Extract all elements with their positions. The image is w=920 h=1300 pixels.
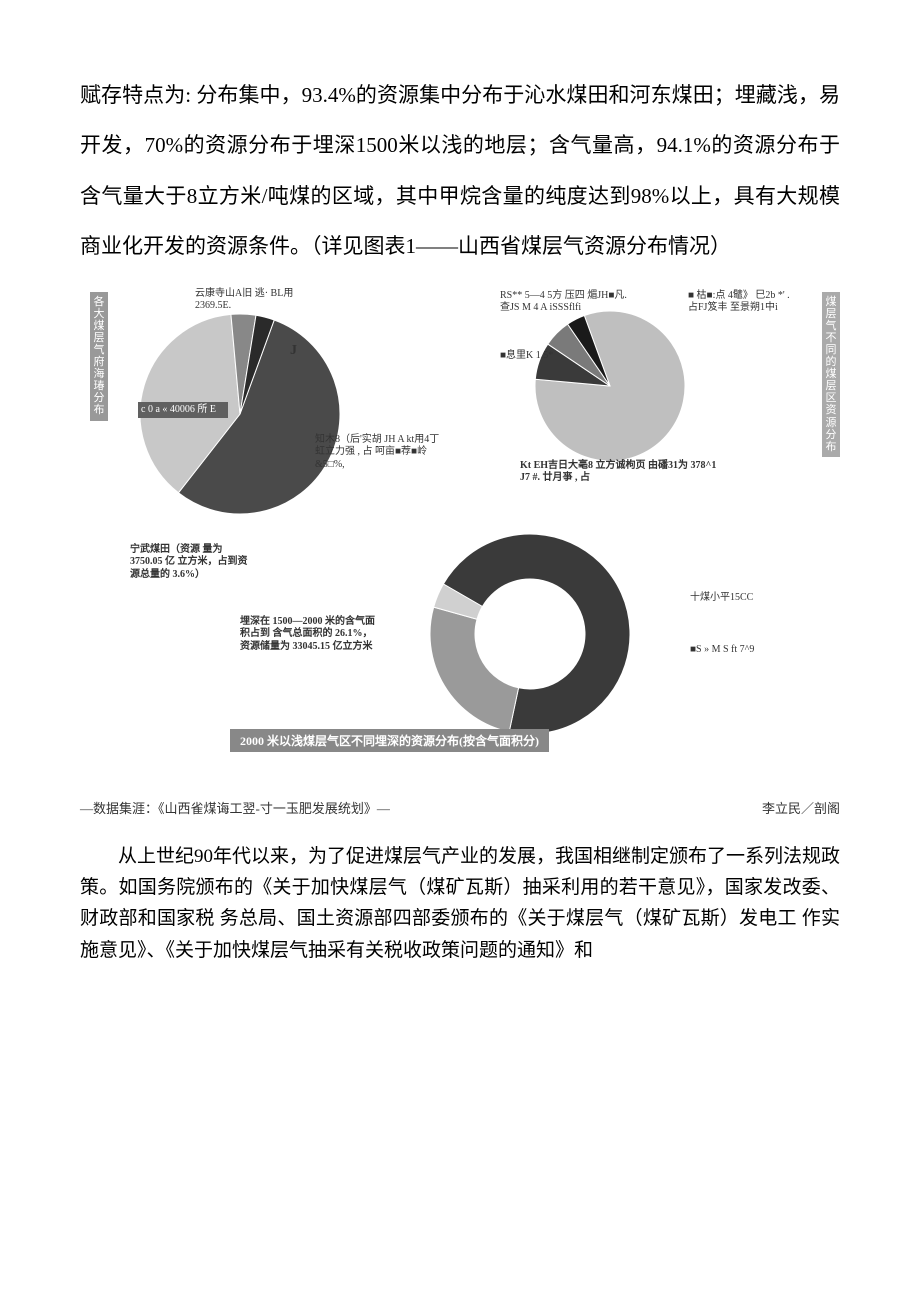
para2-text: 从上世纪90年代以来，为了促进煤层气产业的发展，我国相继制定颁布了一系列法规政策… xyxy=(80,846,840,961)
chart-caption-bar: 2000 米以浅煤层气区不同埋深的资源分布(按含气面积分) xyxy=(230,729,549,752)
pie2-label-bottom: Kt EH吉日大亳8 立方诚枸页 由磻31为 378^1 J7 #. 廿月亊 ,… xyxy=(520,460,720,485)
chart-right-vertical-label: 煤层气不同的煤层区资源分布 xyxy=(822,292,840,457)
pie2-label-right: ■ 枯■:点 4鼊》 巳2b *' . 占FJ笈丰 至景朔1中i xyxy=(688,290,798,315)
donut-label-r2: ■S » M S ft 7^9 xyxy=(690,644,810,657)
donut-label-left: 埋深在 1500—2000 米的含气面积占到 含气总面积的 26.1%，资源储量… xyxy=(240,616,380,654)
pie1-label-box: c 0 a « 40006 所 E xyxy=(138,402,228,419)
pie2-label-top: RS** 5—4 5方 压四 煝JH■凡. 查JS M 4 A iSSSflfi xyxy=(500,290,630,315)
pie-chart-gas-content xyxy=(520,296,700,476)
para2-indent xyxy=(80,841,118,872)
chart-figure: 各大煤层气府海瑃分布 煤层气不同的煤层区资源分布 云康寺山A旧 逃· BL用 2… xyxy=(80,284,840,784)
pie1-label-j: J xyxy=(290,342,297,360)
pie1-label-top: 云康寺山A旧 逃· BL用 2369.5E. xyxy=(195,288,305,313)
paragraph-1: 赋存特点为: 分布集中，93.4%的资源集中分布于沁水煤田和河东煤田；埋藏浅，易… xyxy=(80,70,840,272)
pie2-label-mid: ■息里K 1.5* xyxy=(500,350,590,363)
source-right: 李立民／剖阁 xyxy=(762,798,840,817)
chart-left-vertical-label: 各大煤层气府海瑃分布 xyxy=(90,292,108,421)
source-left: —数据集涯：《山西雀煤诲工翌-寸一玉肥发展统划》— xyxy=(80,798,390,817)
pie1-label-bottom: 宁武煤田（资源 量为 3750.05 亿 立方米，占到资 源总量的 3.6%） xyxy=(130,544,250,582)
paragraph-2: 从上世纪90年代以来，为了促进煤层气产业的发展，我国相继制定颁布了一系列法规政策… xyxy=(80,841,840,966)
pie1-label-right: 知木8（后'实胡 JH A kt用4丁 虹立力强 , 占 呵亩■荐■岭 &5□%… xyxy=(315,434,445,472)
chart-source-row: —数据集涯：《山西雀煤诲工翌-寸一玉肥发展统划》— 李立民／剖阁 xyxy=(80,798,840,817)
donut-chart-burial-depth xyxy=(390,524,670,744)
donut-label-r1: 十煤小平15CC xyxy=(690,592,810,605)
